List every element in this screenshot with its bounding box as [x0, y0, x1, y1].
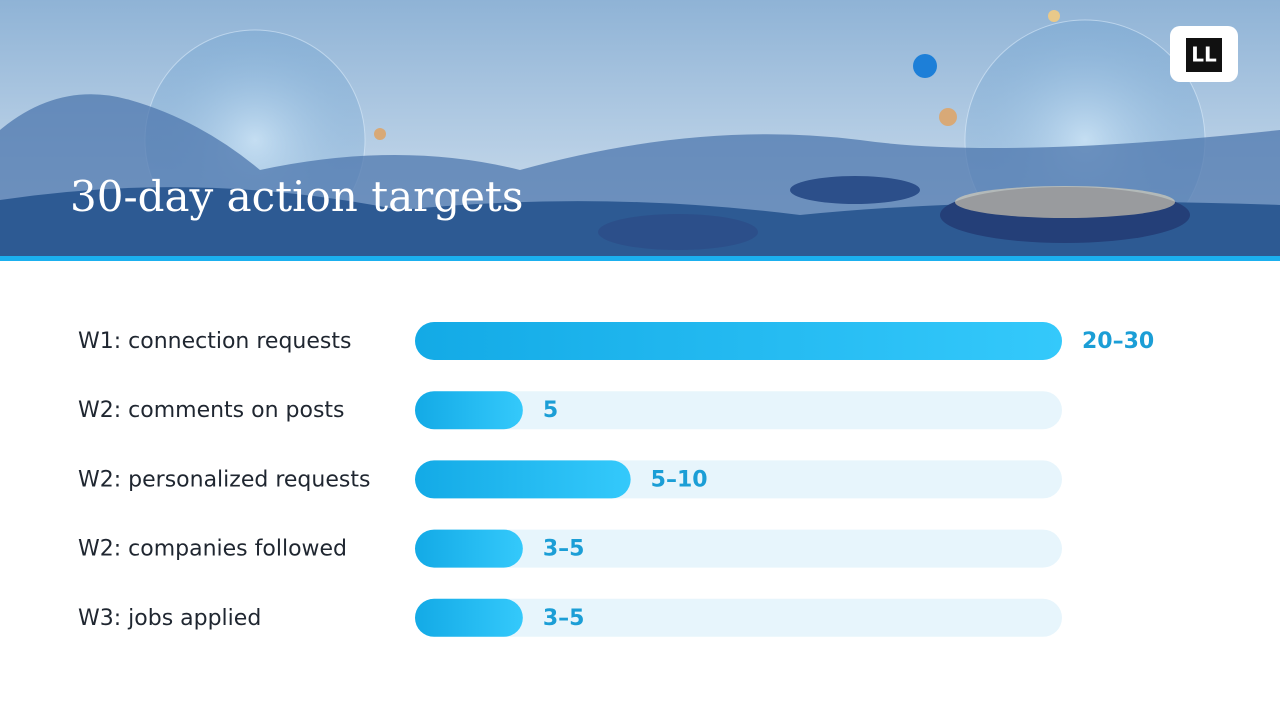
orb [1048, 10, 1060, 22]
bar-track [415, 529, 1062, 568]
bar-track [415, 598, 1062, 637]
category-label: W2: comments on posts [78, 398, 345, 423]
platform [790, 176, 920, 204]
platform [598, 214, 758, 250]
category-label: W3: jobs applied [78, 606, 261, 631]
bar [415, 391, 523, 430]
platform [955, 186, 1175, 218]
bar [415, 598, 523, 637]
orb [913, 54, 937, 78]
bar [415, 529, 523, 568]
orb [939, 108, 957, 126]
value-label: 3–5 [543, 537, 585, 562]
value-label: 3–5 [543, 606, 585, 631]
chart-title: 30-day action targets [70, 172, 523, 221]
bar-track [415, 391, 1062, 430]
logo-mark [1186, 38, 1222, 72]
logo-text: LL [1191, 43, 1217, 67]
value-label: 20–30 [1082, 329, 1154, 354]
orb [374, 128, 386, 140]
bar [415, 460, 631, 499]
category-label: W2: companies followed [78, 537, 347, 562]
category-label: W1: connection requests [78, 329, 351, 354]
banner: LL 30-day action targets [0, 0, 1280, 261]
value-label: 5–10 [651, 467, 708, 492]
value-label: 5 [543, 398, 558, 423]
category-label: W2: personalized requests [78, 467, 370, 492]
banner-rule [0, 256, 1280, 261]
bar [415, 322, 1062, 360]
